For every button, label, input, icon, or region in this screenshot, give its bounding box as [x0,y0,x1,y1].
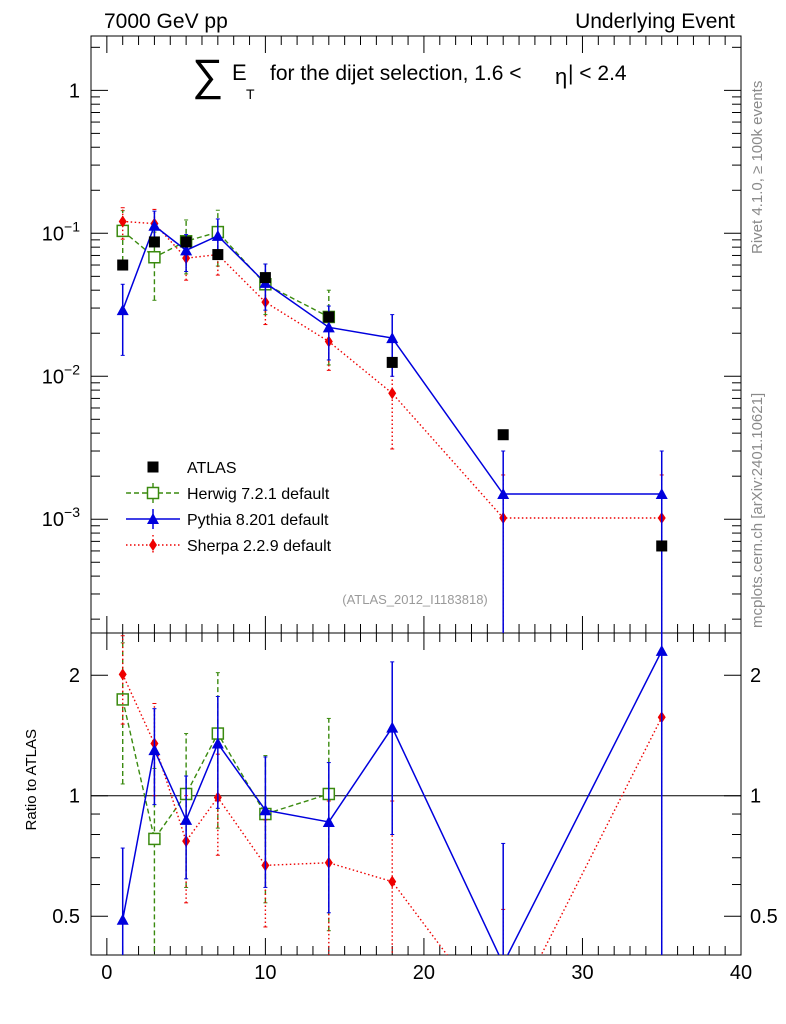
header-left: 7000 GeV pp [104,10,228,33]
pythia-main-point [497,488,510,500]
pythia-main-point [148,219,161,231]
legend-herwig-label: Herwig 7.2.1 default [187,486,330,503]
ratio-ytick-label-right: 2 [750,665,761,687]
pythia-main-point [386,332,399,344]
ratio-ytick-label: 0.5 [52,906,80,928]
title-variable: E [232,60,247,85]
title-sum-symbol: ∑ [192,51,223,100]
pythia-ratio-point [211,737,224,749]
x-tick-label: 0 [101,962,112,984]
legend-sherpa-label: Sherpa 2.2.9 default [187,538,332,555]
ratio-ytick-label-right: 1 [750,786,761,808]
title-text: for the dijet selection, 1.6 < [270,62,522,85]
main-ytick-label: 1 [69,80,80,102]
main-ytick-label: 10−3 [42,504,80,531]
atlas-main-point [259,272,271,284]
legend-sherpa-marker [149,539,157,551]
main-axis-ticks: 1 10−1 10−2 10−3 [42,46,741,620]
x-tick-label: 20 [413,962,435,984]
main-ytick-label: 10−1 [42,218,80,245]
herwig-ratio-point [148,832,161,846]
sherpa-ratio-point [388,875,397,888]
ratio-ytick-label: 2 [69,665,80,687]
legend-atlas-label: ATLAS [187,460,237,477]
pythia-main-point [211,229,224,241]
pythia-ratio-point [497,958,509,969]
atlas-main-point [180,236,192,248]
atlas-main-point [323,311,335,323]
mcplots-label: mcplots.cern.ch [arXiv:2401.10621] [749,393,766,628]
pythia-ratio-point [386,721,399,733]
ratio-plot-area [116,633,668,969]
herwig-ratio-line [122,699,330,841]
atlas-main-point [497,429,509,441]
header-right: Underlying Event [575,10,735,33]
analysis-id: (ATLAS_2012_I1183818) [342,592,488,607]
ratio-ylabel: Ratio to ATLAS [23,729,40,830]
pythia-ratio-point [655,644,668,656]
rivet-label: Rivet 4.1.0, ≥ 100k events [749,81,766,254]
pythia-main-point [322,321,335,333]
atlas-main-point [117,259,129,271]
pythia-main-point [116,304,129,316]
ratio-ytick-label: 1 [69,786,80,808]
legend-pythia-marker [147,513,159,524]
herwig-main-point [148,251,161,264]
pythia-ratio-point [322,815,335,827]
legend-herwig-marker [146,486,160,500]
ratio-ytick-label-right: 0.5 [750,906,778,928]
main-plot-area [116,207,668,633]
pythia-ratio-point [259,804,272,816]
title-subscript: T [246,86,255,102]
atlas-main-point [148,236,160,248]
pythia-main-point [180,244,193,256]
legend-atlas-marker [147,461,159,473]
legend: ATLAS Herwig 7.2.1 default Pythia 8.201 de… [126,460,332,555]
title-eta: η [555,64,567,89]
pythia-main-point [655,488,668,500]
pythia-ratio-point [116,913,129,925]
sherpa-ratio-point [118,668,127,681]
title-tail: | < 2.4 [568,62,627,85]
x-axis-ticks: 0 10 20 30 40 [101,36,752,984]
main-ytick-label: 10−2 [42,361,80,388]
atlas-main-point [386,356,398,368]
ratio-panel-frame [90,632,742,956]
plot-title: ∑ E T for the dijet selection, 1.6 < η |… [192,51,627,102]
pythia-ratio-point [180,813,193,825]
atlas-main-point [212,249,224,261]
sherpa-main-point [118,215,127,228]
x-tick-label: 40 [730,962,752,984]
x-tick-label: 10 [254,962,276,984]
x-tick-label: 30 [571,962,593,984]
ratio-axis-ticks: 0.5 0.5 1 1 2 2 [52,665,778,956]
legend-pythia-label: Pythia 8.201 default [187,512,329,529]
atlas-main-point [656,540,668,552]
pythia-ratio-point [148,744,161,756]
sherpa-main-point [388,387,397,400]
